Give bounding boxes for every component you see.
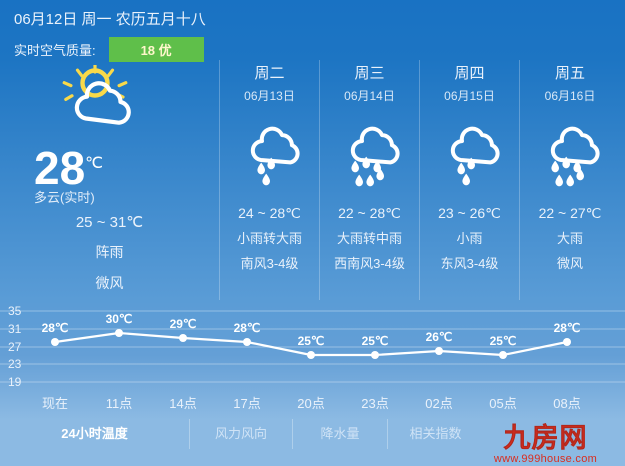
svg-text:28℃: 28℃ <box>554 321 581 335</box>
svg-text:29℃: 29℃ <box>170 317 197 331</box>
svg-text:30℃: 30℃ <box>106 312 133 326</box>
svg-text:17点: 17点 <box>233 396 260 411</box>
svg-text:02点: 02点 <box>425 396 452 411</box>
svg-text:26℃: 26℃ <box>426 330 453 344</box>
svg-text:23: 23 <box>8 357 22 371</box>
svg-text:28℃: 28℃ <box>42 321 69 335</box>
svg-text:08点: 08点 <box>553 396 580 411</box>
svg-text:28℃: 28℃ <box>234 321 261 335</box>
svg-text:19: 19 <box>8 375 22 389</box>
svg-text:31: 31 <box>8 322 22 336</box>
svg-text:35: 35 <box>8 304 22 318</box>
svg-text:25℃: 25℃ <box>490 334 517 348</box>
svg-text:现在: 现在 <box>42 396 68 411</box>
svg-text:14点: 14点 <box>169 396 196 411</box>
svg-text:25℃: 25℃ <box>298 334 325 348</box>
svg-text:05点: 05点 <box>489 396 516 411</box>
svg-text:25℃: 25℃ <box>362 334 389 348</box>
svg-text:20点: 20点 <box>297 396 324 411</box>
svg-text:23点: 23点 <box>361 396 388 411</box>
svg-text:11点: 11点 <box>106 396 133 411</box>
svg-text:27: 27 <box>8 340 22 354</box>
